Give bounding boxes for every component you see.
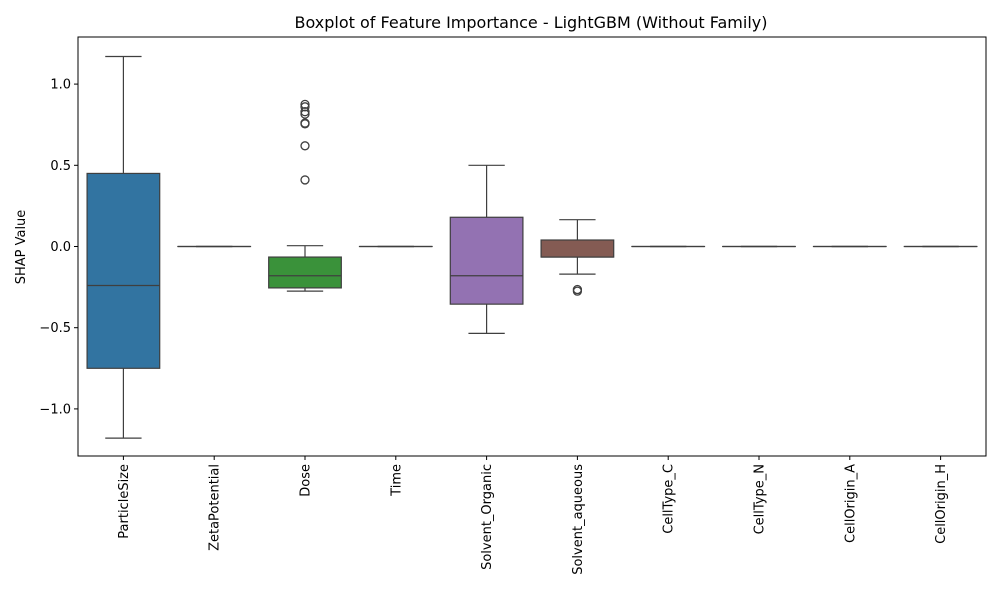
y-axis-label: SHAP Value [14, 210, 29, 285]
outlier-point [572, 286, 583, 296]
y-tick-label: 0.0 [50, 240, 71, 255]
x-tick-label: CellType_N [753, 464, 768, 534]
x-tick-label: CellOrigin_H [934, 464, 949, 544]
plot-area: −1.0 −0.5 0.0 0.5 1.0 ParticleSize ZetaPotenti… [39, 36, 987, 575]
iqr-box [449, 216, 524, 305]
axes-frame [77, 36, 987, 457]
x-tick-label: ParticleSize [117, 464, 132, 539]
iqr-box [540, 239, 615, 258]
iqr-box [268, 256, 342, 289]
box-group-solvent-organic [449, 164, 524, 334]
y-tick-label: −1.0 [39, 402, 71, 417]
x-tick-label: Time [389, 464, 404, 497]
outlier-point [300, 102, 310, 112]
x-tick-label: CellType_C [662, 464, 677, 534]
outlier-point [300, 118, 310, 128]
y-tick-label: 1.0 [50, 78, 71, 93]
outlier-point [300, 109, 310, 119]
outlier-point [300, 99, 310, 110]
y-tick-label: −0.5 [39, 321, 71, 336]
outlier-point [300, 107, 310, 117]
box-group-particlesize [86, 55, 161, 439]
x-tick-label: Dose [299, 464, 314, 497]
iqr-box [86, 172, 161, 369]
x-tick-label: Solvent_aqueous [571, 464, 586, 575]
chart-title: Boxplot of Feature Importance - LightGBM… [295, 13, 768, 32]
x-tick-label: Solvent_Organic [480, 464, 495, 570]
x-tick-label: ZetaPotential [208, 464, 223, 551]
box-group-dose [268, 99, 342, 292]
y-tick-label: 0.5 [50, 159, 71, 174]
outlier-point [300, 175, 310, 185]
outlier-point [300, 141, 310, 151]
x-tick-label: CellOrigin_A [843, 464, 858, 543]
box-group-solvent-aqueous [540, 219, 615, 296]
